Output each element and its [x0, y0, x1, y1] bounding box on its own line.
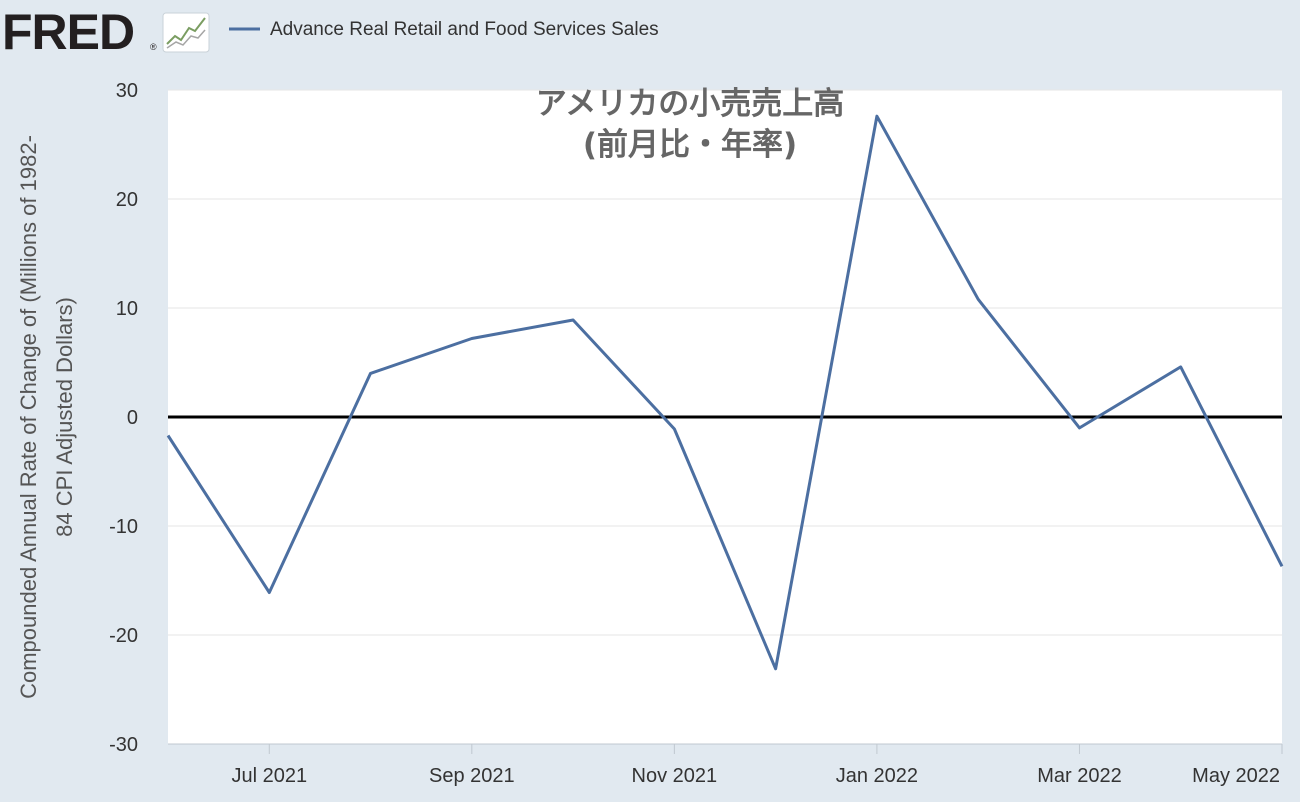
x-tick-label: Jan 2022	[836, 765, 918, 787]
x-tick-label: May 2022	[1192, 765, 1280, 787]
data-point[interactable]	[569, 316, 577, 324]
legend[interactable]: Advance Real Retail and Food Services Sa…	[229, 19, 659, 40]
y-tick-label: 30	[116, 80, 138, 102]
chart-subtitle: (前月比・年率)	[583, 127, 797, 163]
y-tick-label: 0	[127, 407, 138, 429]
y-tick-label: -30	[109, 734, 138, 756]
series-line[interactable]	[166, 114, 1284, 671]
fred-logo[interactable]: FRED ®	[2, 4, 210, 60]
data-point[interactable]	[1177, 363, 1185, 371]
x-tick-label: Jul 2021	[231, 765, 307, 787]
data-point[interactable]	[1278, 562, 1286, 570]
x-tick-label: Sep 2021	[429, 765, 515, 787]
data-point[interactable]	[265, 588, 273, 596]
legend-label: Advance Real Retail and Food Services Sa…	[270, 19, 659, 40]
series-layer	[164, 112, 1286, 673]
x-axis-ticks: Jul 2021 Sep 2021 Nov 2021 Jan 2022 Mar 2022…	[231, 744, 1283, 787]
gridlines	[168, 89, 1282, 636]
y-tick-label: 10	[116, 298, 138, 320]
x-tick-label: Mar 2022	[1037, 765, 1122, 787]
y-axis-label-line-1: Compounded Annual Rate of Change of (Mil…	[16, 135, 41, 699]
y-tick-label: -20	[109, 625, 138, 647]
y-tick-label: -10	[109, 516, 138, 538]
y-axis-label: Compounded Annual Rate of Change of (Mil…	[16, 135, 77, 699]
y-axis-label-line-2: 84 CPI Adjusted Dollars)	[52, 297, 77, 537]
data-point[interactable]	[1075, 424, 1083, 432]
x-tick-label: Nov 2021	[632, 765, 718, 787]
data-point[interactable]	[974, 295, 982, 303]
chart-title: アメリカの小売売上高	[536, 86, 844, 122]
y-axis-ticks: -30 -20 -10 0 10 20 30	[109, 80, 138, 756]
fred-logo-text: FRED	[2, 4, 134, 60]
registered-mark: ®	[150, 42, 157, 52]
data-point[interactable]	[873, 112, 881, 120]
data-point[interactable]	[468, 335, 476, 343]
y-tick-label: 20	[116, 189, 138, 211]
data-point[interactable]	[772, 665, 780, 673]
data-point[interactable]	[670, 425, 678, 433]
data-point[interactable]	[367, 369, 375, 377]
data-point[interactable]	[164, 432, 172, 440]
sparkline-chart-icon	[162, 12, 210, 53]
